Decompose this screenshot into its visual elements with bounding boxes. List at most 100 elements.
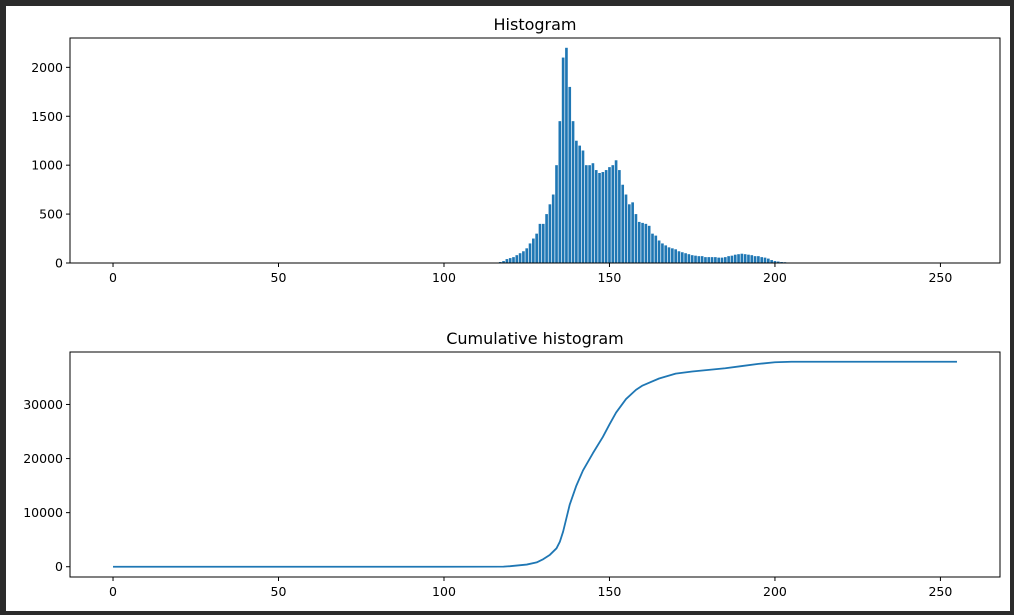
histogram-bar [707, 257, 711, 263]
histogram-bar [594, 170, 598, 263]
histogram-bar [694, 255, 697, 263]
histogram-bar [657, 240, 661, 263]
histogram-bar [651, 233, 654, 263]
histogram-bar [687, 254, 691, 263]
histogram-bar [690, 255, 694, 263]
histogram-bar [641, 222, 644, 263]
histogram-bar [697, 256, 701, 263]
histogram-bar [743, 254, 747, 263]
histogram-bar [608, 167, 611, 263]
histogram-bar [737, 254, 740, 263]
histogram-bar [568, 86, 572, 263]
histogram-bar [505, 259, 509, 263]
histogram-bar [720, 257, 724, 263]
histogram-bar [770, 260, 773, 263]
histogram-bar [512, 257, 515, 263]
histogram-bar [730, 255, 734, 263]
histogram-bar [588, 165, 591, 263]
histogram-bar [763, 257, 767, 263]
histogram-bar [664, 245, 668, 263]
histogram-bar [753, 256, 757, 263]
histogram-bar [532, 238, 535, 263]
y-tick-label: 2000 [31, 60, 63, 75]
histogram-bar [628, 204, 631, 263]
histogram-bar [740, 253, 744, 263]
histogram-bar [515, 255, 519, 263]
histogram-bar [667, 247, 671, 263]
x-tick-label: 250 [928, 270, 952, 285]
histogram-axes: Histogram 0 50 100 150 200 250 0 500 1000 1500 2000 [31, 15, 1001, 285]
cumulative-line [113, 360, 957, 568]
histogram-bar [535, 233, 538, 263]
histogram-title: Histogram [494, 15, 577, 34]
cumulative-axes: Cumulative histogram 0 50 100 150 200 250 0 1000… [23, 329, 1001, 599]
histogram-bar [637, 221, 641, 263]
histogram-bar [760, 257, 764, 263]
histogram-bar [555, 165, 558, 263]
axes-frame [69, 37, 1001, 264]
x-tick-label: 100 [432, 270, 456, 285]
histogram-bar [528, 243, 532, 263]
histogram-bar [545, 214, 548, 263]
histogram-bar [677, 251, 681, 263]
histogram-bar [776, 261, 780, 263]
histogram-bar [750, 255, 754, 263]
histogram-bar [561, 57, 565, 263]
histogram-bar [727, 256, 730, 263]
x-tick-label: 150 [598, 584, 622, 599]
histogram-bar [604, 170, 608, 263]
y-tick-label: 20000 [23, 451, 63, 466]
histogram-bar [508, 258, 512, 263]
histogram-bar [614, 160, 618, 263]
y-tick-label: 500 [39, 207, 63, 222]
histogram-bar [647, 225, 651, 263]
histogram-bar [680, 252, 684, 263]
histogram-bar [565, 47, 568, 263]
histogram-bar [723, 257, 727, 263]
histogram-bar [710, 257, 714, 263]
histogram-bar [611, 165, 615, 263]
histogram-bar [671, 248, 674, 263]
histogram-bar [700, 256, 704, 263]
histogram-bar [598, 173, 601, 263]
histogram-bar [541, 223, 545, 263]
y-tick-label: 1000 [31, 158, 63, 173]
histogram-bar [714, 257, 717, 263]
histogram-bar [634, 214, 638, 263]
histogram-bar [584, 165, 588, 263]
histogram-bar [621, 184, 625, 263]
histogram-bar [684, 253, 687, 263]
histogram-bar [624, 194, 628, 263]
x-tick-label: 200 [763, 584, 787, 599]
histogram-bar [578, 145, 582, 263]
histogram-bar [502, 261, 505, 263]
histogram-bar [571, 121, 575, 263]
y-tick-label: 30000 [23, 397, 63, 412]
figure: Histogram 0 50 100 150 200 250 0 500 1000 1500 2000… [6, 6, 1010, 611]
axes-frame [69, 351, 1001, 578]
histogram-bar [601, 172, 605, 263]
histogram-bar [558, 121, 562, 263]
x-tick-label: 0 [109, 270, 117, 285]
histogram-bar [591, 163, 595, 263]
y-tick-label: 0 [55, 256, 63, 271]
histogram-bar [773, 261, 777, 263]
x-tick-label: 100 [432, 584, 456, 599]
histogram-bar [631, 202, 634, 263]
histogram-bar [767, 258, 770, 263]
histogram-bar [654, 235, 658, 263]
histogram-bar [518, 253, 522, 263]
histogram-bar [644, 223, 648, 263]
x-tick-label: 50 [271, 270, 287, 285]
histogram-bar [522, 251, 525, 263]
x-tick-label: 200 [763, 270, 787, 285]
y-tick-label: 10000 [23, 505, 63, 520]
histogram-bar [525, 248, 529, 263]
histogram-bar [717, 257, 721, 263]
histogram-bar [551, 194, 555, 263]
y-tick-label: 0 [55, 559, 63, 574]
x-tick-label: 50 [271, 584, 287, 599]
histogram-bar [661, 243, 664, 263]
histogram-bar [548, 204, 552, 263]
